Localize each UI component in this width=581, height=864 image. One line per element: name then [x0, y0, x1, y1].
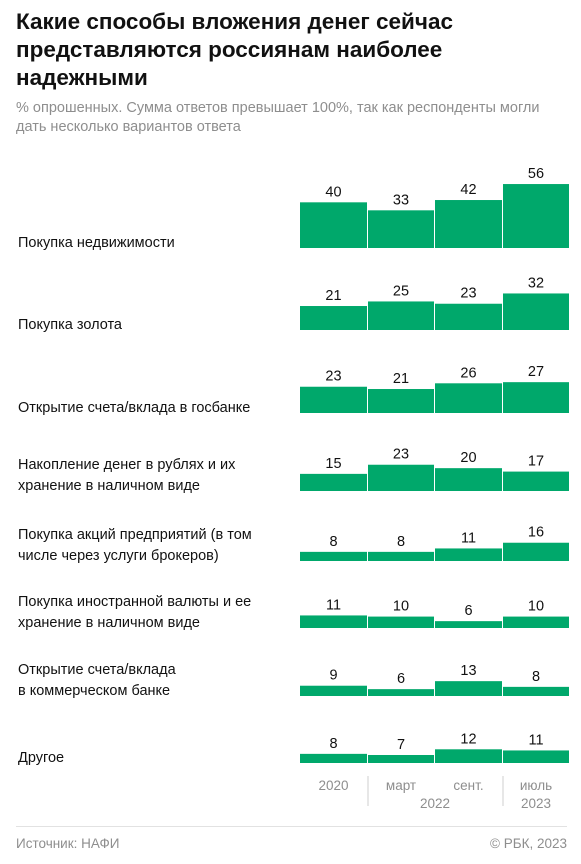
bar	[503, 293, 569, 330]
bar	[368, 755, 434, 763]
value-label: 21	[393, 371, 409, 387]
bar	[435, 383, 502, 413]
category-label: хранение в наличном виде	[18, 478, 200, 494]
bar	[435, 621, 502, 628]
value-label: 12	[460, 731, 476, 747]
bar	[368, 210, 434, 248]
value-label: 10	[393, 599, 409, 615]
category-label: хранение в наличном виде	[18, 615, 200, 631]
bar	[368, 551, 434, 561]
bar	[435, 303, 502, 330]
bar	[435, 468, 502, 491]
bar	[368, 301, 434, 330]
bar	[300, 306, 367, 330]
bar	[300, 615, 367, 628]
bar	[503, 184, 569, 248]
value-label: 32	[528, 275, 544, 291]
value-label: 8	[532, 669, 540, 685]
value-label: 15	[325, 456, 341, 472]
bar	[368, 616, 434, 628]
value-label: 33	[393, 192, 409, 208]
value-label: 21	[325, 288, 341, 304]
value-label: 11	[528, 732, 543, 748]
bar	[300, 753, 367, 763]
chart-subtitle: % опрошенных. Сумма ответов превышает 10…	[16, 100, 540, 135]
value-label: 27	[528, 364, 544, 380]
bar	[503, 616, 569, 628]
source-note: Источник: НАФИ	[16, 836, 120, 851]
value-label: 11	[461, 530, 476, 546]
value-label: 8	[397, 534, 405, 550]
bar	[300, 685, 367, 696]
value-label: 26	[460, 365, 476, 381]
bar	[300, 386, 367, 413]
x-tick-label: июль	[520, 778, 552, 793]
bar	[435, 548, 502, 561]
value-label: 11	[326, 597, 341, 613]
value-label: 17	[528, 454, 544, 470]
value-label: 25	[393, 283, 409, 299]
category-label: числе через услуги брокеров)	[18, 548, 219, 564]
category-label: Покупка золота	[18, 317, 123, 333]
category-label: Открытие счета/вклада в госбанке	[18, 400, 250, 416]
category-label: Покупка недвижимости	[18, 235, 175, 251]
value-label: 23	[460, 286, 476, 302]
footer-divider	[16, 826, 567, 827]
bar	[300, 202, 367, 248]
x-group-label: 2022	[420, 796, 450, 811]
value-label: 42	[460, 182, 476, 198]
category-label: Открытие счета/вклада	[18, 662, 177, 678]
value-label: 20	[460, 450, 476, 466]
bar	[503, 750, 569, 763]
x-group-label: 2023	[521, 796, 551, 811]
bar	[368, 389, 434, 413]
value-label: 10	[528, 599, 544, 615]
value-label: 6	[464, 603, 472, 619]
bar	[503, 542, 569, 561]
x-tick-label: 2020	[318, 778, 348, 793]
value-label: 23	[325, 369, 341, 385]
chart-title: Какие способы вложения денег сейчас пред…	[16, 9, 453, 90]
x-tick-label: март	[386, 778, 416, 793]
bar	[435, 200, 502, 248]
bar	[435, 681, 502, 696]
bar	[368, 689, 434, 696]
bar	[435, 749, 502, 763]
value-label: 23	[393, 447, 409, 463]
category-label: Накопление денег в рублях и их	[18, 457, 236, 473]
bar	[300, 473, 367, 491]
bar	[503, 471, 569, 491]
value-label: 7	[397, 737, 405, 753]
bar	[503, 686, 569, 696]
value-label: 40	[325, 184, 341, 200]
value-label: 8	[329, 736, 337, 752]
category-label: в коммерческом банке	[18, 683, 170, 699]
category-label: Покупка иностранной валюты и ее	[18, 594, 251, 610]
value-label: 8	[329, 534, 337, 550]
category-label: Покупка акций предприятий (в том	[18, 527, 252, 543]
value-label: 9	[329, 668, 337, 684]
bar	[503, 382, 569, 413]
bar-chart: Покупка недвижимости 40 33 42 56 Покупка золо…	[18, 166, 569, 811]
value-label: 6	[397, 671, 405, 687]
value-label: 16	[528, 525, 544, 541]
value-label: 56	[528, 166, 544, 182]
x-tick-label: сент.	[453, 778, 483, 793]
bar	[368, 464, 434, 491]
bar	[300, 551, 367, 561]
copyright-note: © РБК, 2023	[490, 836, 567, 851]
category-label: Другое	[18, 750, 64, 766]
value-label: 13	[460, 663, 476, 679]
